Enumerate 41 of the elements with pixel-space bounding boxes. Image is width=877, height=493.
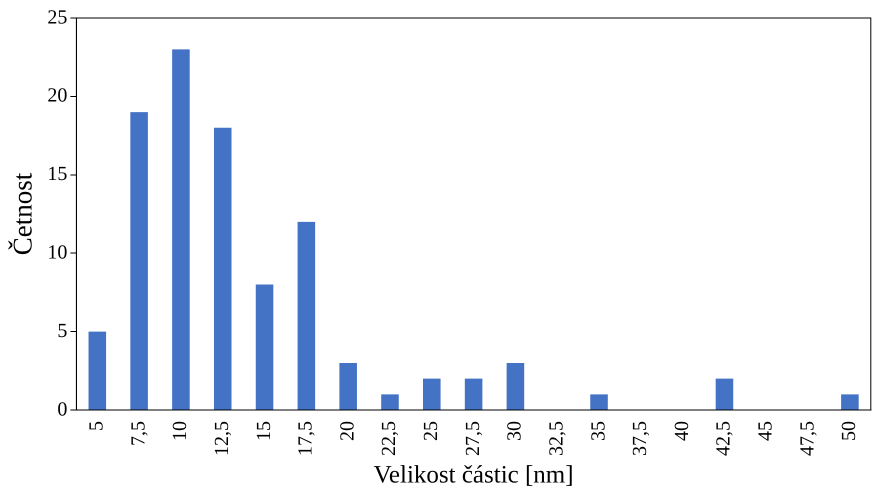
bar [130,112,148,410]
bar [88,332,106,410]
x-tick-label: 45 [754,421,777,441]
x-tick-label: 15 [252,421,275,441]
bar [214,128,232,410]
y-axis-title: Četnost [7,172,38,256]
x-tick-label: 42,5 [712,421,735,456]
bar [841,394,859,410]
x-tick-label: 30 [504,421,526,441]
bar [381,394,399,410]
bar [256,284,274,410]
y-tick-label: 0 [57,398,68,420]
x-tick-label: 25 [420,421,442,441]
x-tick-label: 47,5 [796,421,818,456]
bar [506,362,524,410]
x-tick-label: 22,5 [378,421,400,456]
x-tick-label: 20 [336,421,358,441]
y-tick-label: 25 [47,6,68,28]
x-axis-title: Velikost částic [nm] [374,462,574,489]
bar [590,394,608,410]
y-tick-label: 20 [47,84,68,107]
x-tick-label: 17,5 [294,421,317,456]
x-tick-label: 7,5 [127,421,150,446]
bar [464,378,482,410]
x-tick-label: 50 [838,421,860,441]
x-tick-label: 5 [86,421,108,431]
x-tick-label: 10 [169,421,192,441]
x-tick-label: 37,5 [629,421,652,456]
bar [716,378,734,410]
bar [172,49,190,410]
bar [298,222,316,410]
x-tick-label: 35 [587,421,610,441]
x-tick-label: 12,5 [210,421,233,456]
bar [339,362,357,410]
y-tick-label: 5 [57,320,68,342]
x-tick-label: 32,5 [545,421,568,456]
y-tick-label: 15 [47,163,68,186]
x-tick-label: 27,5 [462,421,484,456]
bar [423,378,441,410]
x-tick-label: 40 [670,421,693,441]
y-tick-label: 10 [47,241,68,264]
